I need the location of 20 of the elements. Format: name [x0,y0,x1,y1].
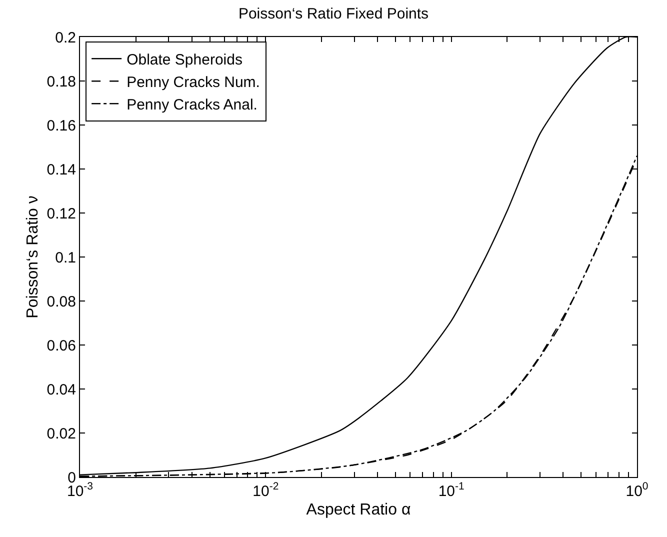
y-tick-label: 0.16 [46,117,76,134]
x-tick-label: 10$^{-2}$ [252,480,279,500]
y-tick-label: 0.18 [46,73,76,90]
y-tick-label: 0.06 [46,337,76,354]
y-tick-label: 0.04 [46,381,76,398]
legend-label: Penny Cracks Num. [126,74,260,91]
y-tick-label: 0 [68,469,76,486]
chart-title: Poisson‘s Ratio Fixed Points [238,6,429,23]
y-tick-label: 0.2 [55,29,76,46]
y-tick-label: 0.02 [46,425,76,442]
legend-label: Penny Cracks Anal. [126,96,258,114]
y-tick-label: 0.1 [55,249,76,266]
y-axis-title: Poisson‘s Ratio ν [24,196,42,318]
x-tick-label: 10$^{-1}$ [438,480,464,500]
legend-label: Oblate Spheroids [126,52,242,68]
y-tick-label: 0.12 [46,205,76,222]
y-tick-label: 0.08 [46,293,76,310]
y-tick-label: 0.14 [46,161,76,178]
x-axis-title: Aspect Ratio α [306,502,411,519]
x-tick-label: 10$^{0}$ [626,480,648,500]
